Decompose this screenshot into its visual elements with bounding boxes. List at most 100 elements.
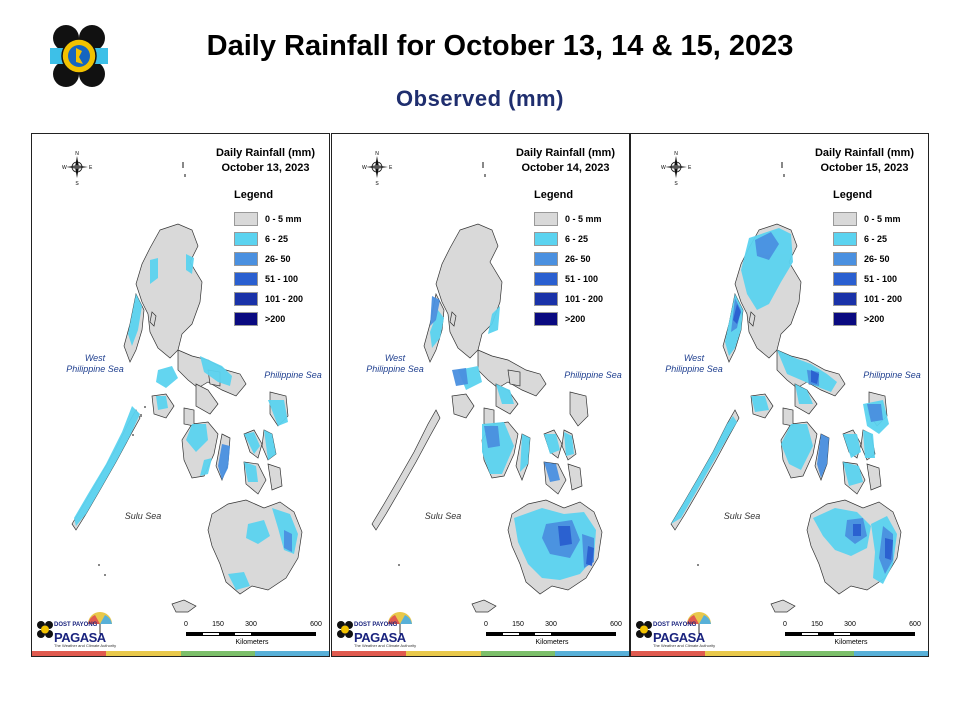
legend-swatch <box>534 212 558 226</box>
legend-label: >200 <box>265 314 286 324</box>
philippines-rainfall-map <box>371 162 603 613</box>
compass-e: E <box>89 165 93 171</box>
map-panel-oct-15: N S W E Daily Rainfall (mm) October 15, … <box>630 133 929 657</box>
compass-n: N <box>674 151 678 157</box>
rainfall-legend: Legend 0 - 5 mm 6 - 25 26- 50 51 - 100 1… <box>234 189 324 329</box>
map-panel-oct-14: N S W E Daily Rainfall (mm) October 14, … <box>331 133 630 657</box>
compass-s: S <box>375 181 379 187</box>
legend-item: 101 - 200 <box>534 289 624 309</box>
legend-swatch <box>234 212 258 226</box>
legend-item: 101 - 200 <box>234 289 324 309</box>
scale-ticks: 0 150 300 600 <box>781 621 921 631</box>
legend-swatch <box>833 252 857 266</box>
pagasa-tagline: The Weather and Climate Authority <box>653 643 716 648</box>
legend-swatch <box>534 272 558 286</box>
pagasa-small-text: DOST PAYONG <box>354 622 398 628</box>
umbrella-icon <box>687 612 711 634</box>
map-panel-oct-13: N S W E Daily Rainfall (mm) October 13, … <box>31 133 330 657</box>
compass-w: W <box>362 165 367 171</box>
panel-header: Daily Rainfall (mm) October 13, 2023 <box>216 146 315 176</box>
scale-tick: 300 <box>545 621 557 628</box>
pagasa-wordmark: PAGASA <box>354 630 406 645</box>
compass-n: N <box>75 151 79 157</box>
legend-label: 26- 50 <box>864 254 890 264</box>
compass-n: N <box>375 151 379 157</box>
legend-label: 6 - 25 <box>265 234 289 244</box>
legend-item: 26- 50 <box>234 249 324 269</box>
legend-swatch <box>534 252 558 266</box>
legend-item: 6 - 25 <box>833 229 923 249</box>
scale-unit: Kilometers <box>235 639 269 646</box>
legend-swatch <box>833 312 857 326</box>
page-subtitle: Observed (mm) <box>396 86 564 111</box>
compass-rose-icon: N S W E <box>62 151 93 187</box>
legend-item: 26- 50 <box>534 249 624 269</box>
legend-item: >200 <box>234 309 324 329</box>
pagasa-small-text: DOST PAYONG <box>653 622 697 628</box>
scale-unit: Kilometers <box>834 639 868 646</box>
legend-swatch <box>534 312 558 326</box>
legend-item: 51 - 100 <box>234 269 324 289</box>
scale-unit: Kilometers <box>535 639 569 646</box>
panel-header: Daily Rainfall (mm) October 14, 2023 <box>516 146 615 176</box>
compass-e: E <box>688 165 692 171</box>
scale-tick: 0 <box>484 621 488 628</box>
legend-item: 0 - 5 mm <box>534 209 624 229</box>
legend-label: 6 - 25 <box>565 234 589 244</box>
sea-label-east: Philippine Sea <box>264 370 322 380</box>
compass-w: W <box>661 165 666 171</box>
scale-ticks: 0 150 300 600 <box>482 621 622 631</box>
legend-label: >200 <box>864 314 885 324</box>
umbrella-icon <box>88 612 112 634</box>
pagasa-emblem-icon <box>37 621 53 638</box>
pagasa-small-text: DOST PAYONG <box>54 622 98 628</box>
legend-item: 51 - 100 <box>534 269 624 289</box>
rainfall-legend: Legend 0 - 5 mm 6 - 25 26- 50 51 - 100 1… <box>534 189 624 329</box>
rainfall-legend: Legend 0 - 5 mm 6 - 25 26- 50 51 - 100 1… <box>833 189 923 329</box>
philippines-rainfall-map <box>670 162 902 613</box>
legend-label: 101 - 200 <box>565 294 604 304</box>
scale-tick: 0 <box>184 621 188 628</box>
sea-label-east: Philippine Sea <box>564 370 622 380</box>
scale-tick: 150 <box>811 621 823 628</box>
legend-swatch <box>833 292 857 306</box>
sea-label-east: Philippine Sea <box>863 370 921 380</box>
scale-tick: 300 <box>245 621 257 628</box>
panel-date: October 15, 2023 <box>820 162 909 174</box>
scale-tick: 0 <box>783 621 787 628</box>
scale-ticks: 0 150 300 600 <box>182 621 322 631</box>
panel-heading: Daily Rainfall (mm) <box>814 147 914 159</box>
pagasa-logo: DOST PAYONG PAGASA The Weather and Clima… <box>633 612 725 648</box>
legend-swatch <box>833 272 857 286</box>
scale-bar-graphic <box>785 632 915 636</box>
scale-bar: 0 150 300 600 Kilometers <box>781 621 921 651</box>
sea-label-west: West Philippine Sea <box>665 353 723 374</box>
sea-label-south: Sulu Sea <box>424 511 462 521</box>
pagasa-emblem-icon <box>636 621 652 638</box>
scale-tick: 150 <box>512 621 524 628</box>
umbrella-icon <box>388 612 412 634</box>
legend-swatch <box>234 312 258 326</box>
scale-bar-graphic <box>486 632 616 636</box>
legend-item: 6 - 25 <box>534 229 624 249</box>
compass-rose-icon: N S W E <box>362 151 393 187</box>
legend-label: 51 - 100 <box>864 274 898 284</box>
scale-tick: 600 <box>610 621 622 628</box>
sea-label-south: Sulu Sea <box>723 511 761 521</box>
legend-item: 51 - 100 <box>833 269 923 289</box>
scale-bar: 0 150 300 600 Kilometers <box>482 621 622 651</box>
pagasa-tagline: The Weather and Climate Authority <box>54 643 117 648</box>
compass-rose-icon: N S W E <box>661 151 692 187</box>
pagasa-logo: DOST PAYONG PAGASA The Weather and Clima… <box>334 612 426 648</box>
legend-label: 0 - 5 mm <box>565 214 602 224</box>
legend-item: 6 - 25 <box>234 229 324 249</box>
legend-label: 51 - 100 <box>265 274 299 284</box>
legend-item: 0 - 5 mm <box>234 209 324 229</box>
map-panels: N S W E Daily Rainfall (mm) October 13, … <box>31 133 930 657</box>
legend-swatch <box>534 232 558 246</box>
legend-label: 0 - 5 mm <box>265 214 302 224</box>
legend-swatch <box>234 252 258 266</box>
legend-item: >200 <box>534 309 624 329</box>
sea-label-south: Sulu Sea <box>124 511 162 521</box>
legend-swatch <box>234 292 258 306</box>
